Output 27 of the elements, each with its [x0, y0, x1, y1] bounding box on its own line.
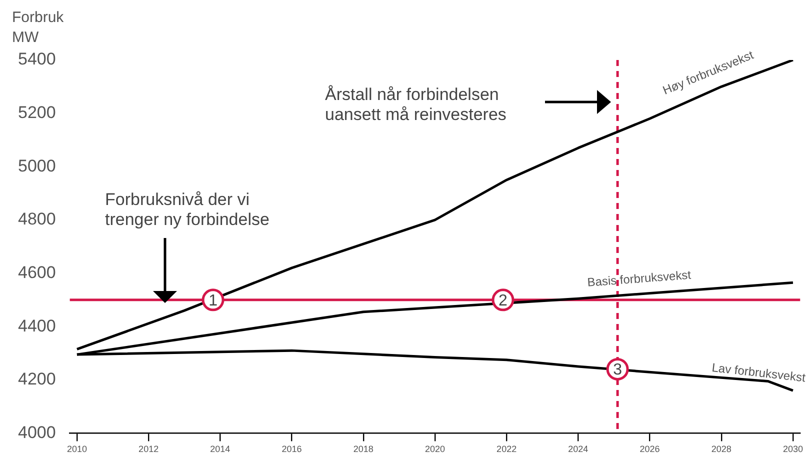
- x-tick-label: 2018: [353, 444, 374, 454]
- annotation: 3: [613, 362, 622, 379]
- x-tick-label: 2028: [711, 444, 732, 454]
- series-label: Basis forbruksvekst: [586, 268, 692, 290]
- y-tick-label: 4200: [18, 370, 56, 389]
- y-axis-title: Forbruk MW: [12, 8, 64, 48]
- x-tick-label: 2016: [282, 444, 302, 454]
- x-tick-label: 2030: [782, 444, 803, 454]
- annotation: 1: [208, 292, 218, 310]
- x-tick-label: 2020: [424, 444, 445, 454]
- y-tick-label: 4600: [18, 262, 56, 282]
- x-tick-label: 2012: [138, 444, 159, 454]
- text: Lav forbruksvekst: [711, 360, 806, 385]
- y-tick-label: 4800: [18, 210, 56, 229]
- y-tick-label: 4400: [18, 316, 56, 336]
- x-tick-label: 2026: [640, 444, 660, 454]
- x-tick-label: 2024: [568, 444, 588, 454]
- annotation: 2: [498, 292, 508, 310]
- annotation: Årstall når forbindelsen uansett må reinvesteres: [325, 85, 506, 125]
- y-tick-label: 5400: [18, 50, 56, 69]
- x-tick-label: 2022: [496, 444, 517, 454]
- y-tick-label: 5200: [18, 103, 56, 122]
- x-tick-label: 2010: [66, 444, 87, 454]
- annotation: Forbruksnivå der vi trenger ny forbindelse: [105, 190, 270, 230]
- x-tick-label: 2014: [210, 444, 230, 454]
- y-tick-label: 5000: [18, 156, 56, 176]
- y-tick-label: 4000: [18, 422, 56, 442]
